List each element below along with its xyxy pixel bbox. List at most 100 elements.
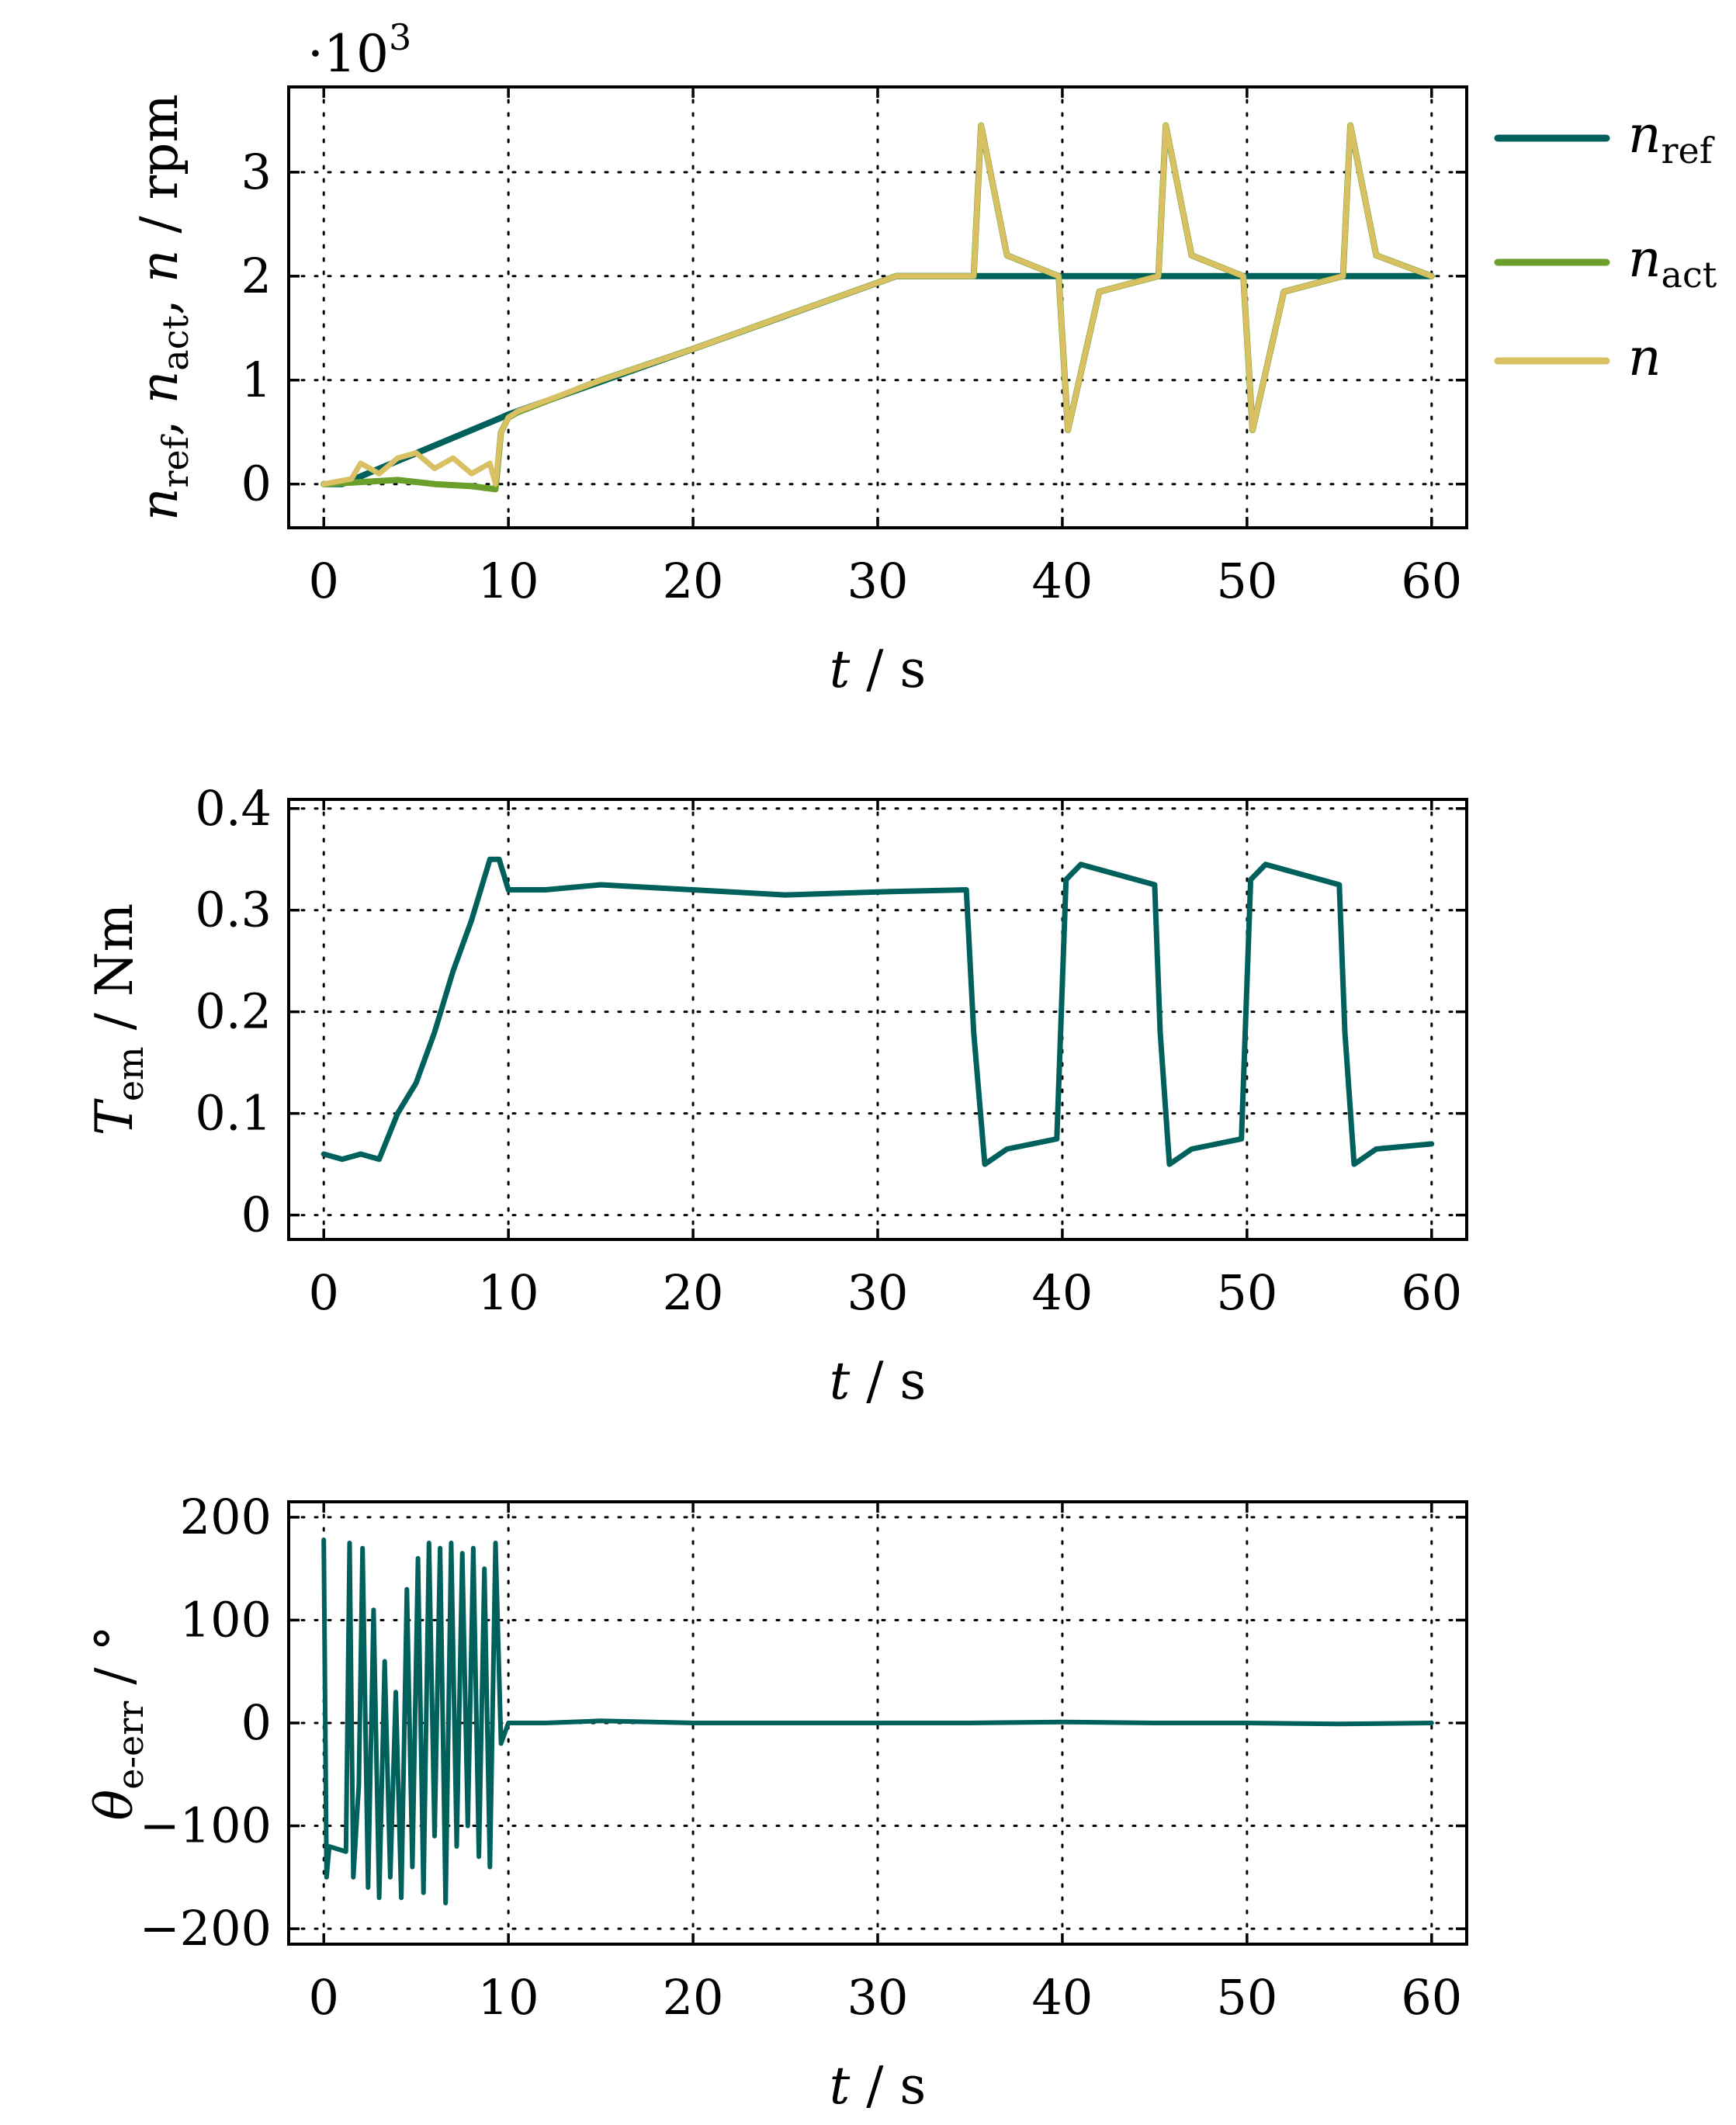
x-tick-label: 50 (1216, 553, 1277, 609)
data-point-theta_e_err (444, 1901, 447, 1905)
series-line-T_em (321, 856, 1435, 1167)
data-point-theta_e_err (325, 1876, 328, 1879)
x-tick-label: 50 (1216, 1264, 1277, 1321)
y-axis-unit: / ° (85, 1626, 144, 1701)
data-point-T_em (378, 1158, 381, 1161)
data-point-T_em (452, 969, 455, 972)
y-tick-label: 0.2 (195, 983, 272, 1040)
x-axis-variable: t (830, 1351, 851, 1411)
data-point-T_em (1338, 883, 1341, 886)
y-tick-label: 0.1 (195, 1085, 272, 1142)
x-axis-label: t / s (830, 640, 927, 699)
data-point-theta_e_err (366, 1886, 369, 1889)
data-point-n (516, 410, 519, 413)
x-axis-variable: t (830, 2056, 851, 2116)
y-tick-label: 0 (241, 1694, 272, 1751)
data-point-theta_e_err (1246, 1721, 1249, 1725)
data-point-theta_e_err (494, 1541, 497, 1544)
data-point-theta_e_err (389, 1876, 392, 1879)
y-axis-label: Tem / Nm (85, 903, 151, 1135)
y-axis-separator: , (130, 283, 189, 315)
y-tick-label: −200 (140, 1900, 272, 1957)
data-point-n (1242, 275, 1245, 278)
data-point-theta_e_err (322, 1538, 325, 1541)
x-axis-variable: t (830, 640, 851, 699)
data-point-theta_e_err (405, 1588, 408, 1591)
y-axis-unit: / rpm (130, 94, 189, 250)
series-group (321, 856, 1435, 1167)
angle-error-panel: 0 10 20 30 40 50 60 −200 −100 0 100 200 t / s θe-err … (85, 1489, 1468, 2116)
x-tick-label: 20 (663, 1969, 724, 2026)
data-point-n (1374, 254, 1377, 257)
legend-subscript: ref (1662, 130, 1715, 172)
data-point-T_em (983, 1163, 986, 1166)
x-tick-label: 0 (308, 1264, 338, 1321)
data-point-theta_e_err (372, 1608, 375, 1611)
data-point-theta_e_err (383, 1660, 386, 1662)
y-axis-symbol: n (130, 371, 189, 404)
y-axis-symbol: n (130, 250, 189, 283)
data-point-T_em (876, 890, 879, 893)
data-point-n (322, 483, 325, 486)
data-point-theta_e_err (472, 1547, 475, 1550)
data-point-theta_e_err (500, 1742, 503, 1745)
data-point-theta_e_err (400, 1896, 403, 1899)
x-axis-unit: / s (850, 640, 926, 699)
data-point-T_em (691, 889, 695, 891)
data-point-n_act (433, 483, 436, 486)
data-point-T_em (965, 889, 968, 891)
data-point-T_em (1006, 1148, 1009, 1150)
data-point-n_act (470, 484, 473, 487)
x-tick-label: 40 (1031, 1264, 1093, 1321)
multiplier-exponent: 3 (389, 16, 411, 58)
series-line-n (321, 123, 1435, 487)
y-axis-symbol: n (130, 487, 189, 521)
data-point-theta_e_err (507, 1721, 510, 1725)
data-point-theta_e_err (422, 1891, 425, 1894)
data-point-T_em (359, 1153, 362, 1156)
data-point-n (1282, 290, 1285, 293)
x-axis-label: t / s (830, 2056, 927, 2116)
data-point-n (433, 467, 436, 470)
data-point-n (507, 416, 510, 419)
data-point-T_em (341, 1158, 344, 1161)
legend-subscript: act (1662, 254, 1717, 296)
x-axis-unit: / s (850, 2056, 926, 2116)
data-point-theta_e_err (968, 1721, 972, 1725)
data-point-T_em (470, 919, 473, 922)
data-point-n (1157, 275, 1160, 278)
data-point-n (488, 462, 491, 465)
y-axis-multiplier: ·103 (307, 16, 411, 84)
data-point-n (979, 124, 982, 127)
data-point-n (452, 456, 455, 459)
y-axis-label: nref, nact, n / rpm (130, 94, 196, 521)
data-point-theta_e_err (357, 1784, 360, 1786)
data-point-n (1190, 254, 1193, 257)
x-tick-label: 50 (1216, 1969, 1277, 2026)
data-point-theta_e_err (1061, 1721, 1064, 1724)
data-point-n (1342, 275, 1345, 278)
legend-symbol: n (1628, 105, 1662, 165)
data-point-n_ref (497, 417, 501, 420)
data-point-n (1098, 290, 1100, 293)
data-point-theta_e_err (461, 1551, 464, 1555)
data-point-theta_e_err (411, 1866, 414, 1869)
data-point-n (784, 314, 787, 317)
data-point-n (378, 472, 381, 475)
data-point-theta_e_err (438, 1547, 442, 1550)
data-point-n_act (494, 487, 497, 491)
data-point-n (1057, 275, 1060, 278)
data-point-n (1430, 275, 1433, 278)
x-tick-label: 30 (847, 1969, 909, 2026)
x-axis-label: t / s (830, 1351, 927, 1411)
data-point-T_em (1159, 1031, 1162, 1034)
data-point-theta_e_err (348, 1541, 351, 1544)
legend-entry-n: n (1628, 328, 1662, 387)
y-tick-label: 1 (241, 352, 272, 408)
data-point-theta_e_err (784, 1721, 787, 1725)
y-axis-unit: / Nm (85, 903, 144, 1047)
x-tick-label: 30 (847, 1264, 909, 1321)
x-tick-label: 40 (1031, 553, 1093, 609)
data-point-n_act (359, 480, 362, 484)
y-axis-symbol: T (85, 1097, 144, 1135)
